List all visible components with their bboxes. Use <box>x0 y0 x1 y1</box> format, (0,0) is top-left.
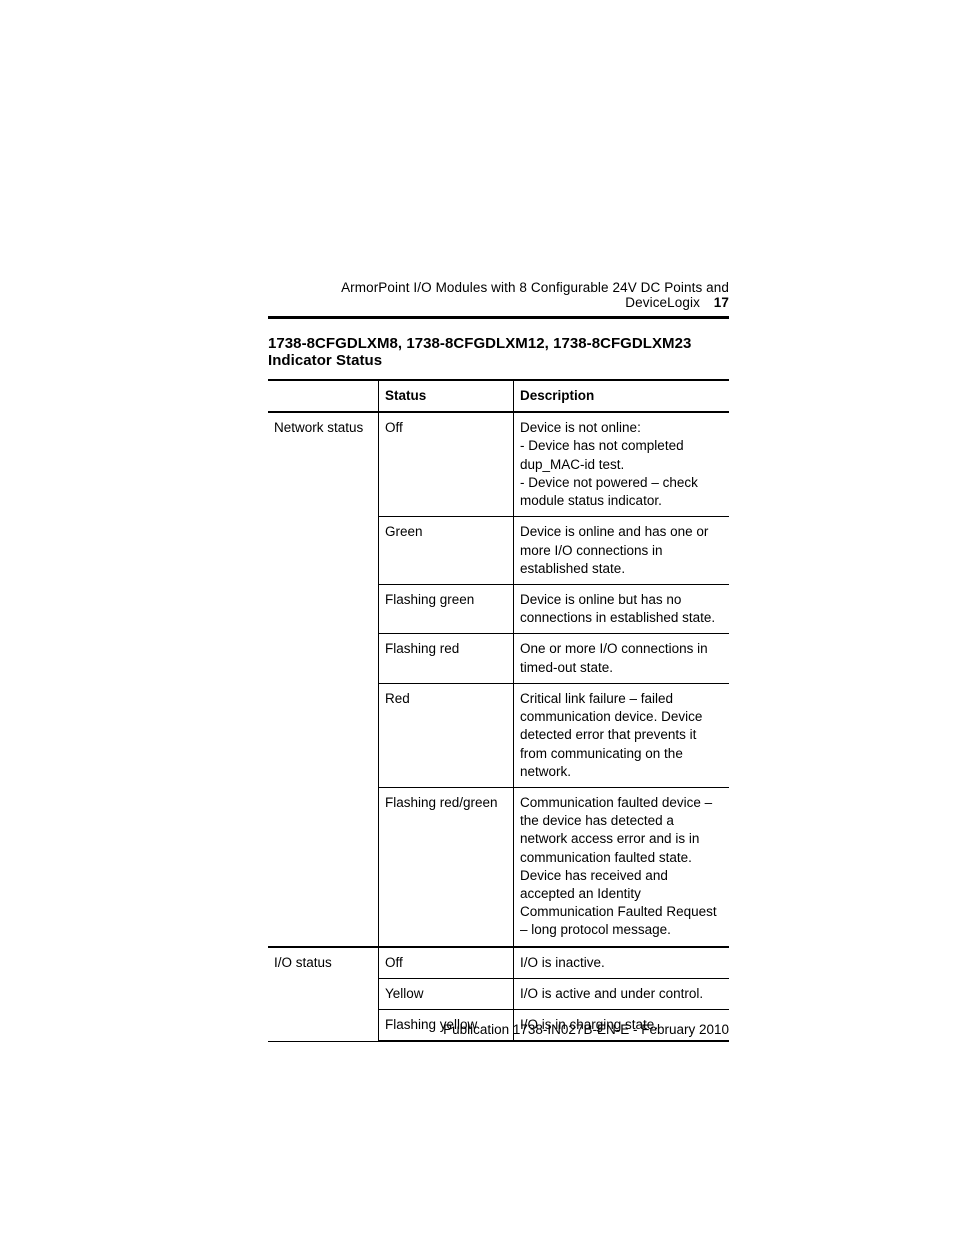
table-body: Network status Off Device is not online:… <box>268 412 729 1041</box>
col-header-status: Status <box>379 380 514 412</box>
status-cell: Off <box>379 412 514 517</box>
col-header-blank <box>268 380 379 412</box>
table-header-row: Status Description <box>268 380 729 412</box>
footer-label: Publication <box>443 1022 513 1037</box>
table-row: I/O status Off I/O is inactive. <box>268 947 729 979</box>
footer-code: 1738-IN027B-EN-E - February 2010 <box>513 1022 729 1037</box>
col-header-description: Description <box>514 380 730 412</box>
status-cell: Flashing green <box>379 584 514 633</box>
group-cell-io-status: I/O status <box>268 947 379 1042</box>
description-cell: One or more I/O connections in timed-out… <box>514 634 730 683</box>
page-number: 17 <box>704 295 729 310</box>
indicator-status-table: Status Description Network status Off De… <box>268 379 729 1042</box>
status-cell: Off <box>379 947 514 979</box>
table-row: Network status Off Device is not online:… <box>268 412 729 517</box>
status-cell: Red <box>379 683 514 787</box>
status-cell: Flashing red/green <box>379 787 514 946</box>
description-cell: Critical link failure – failed communica… <box>514 683 730 787</box>
description-cell: I/O is active and under control. <box>514 978 730 1009</box>
status-cell: Flashing red <box>379 634 514 683</box>
header-rule <box>268 316 729 319</box>
page: ArmorPoint I/O Modules with 8 Configurab… <box>0 0 954 1235</box>
running-header: ArmorPoint I/O Modules with 8 Configurab… <box>268 280 729 310</box>
section-title: 1738-8CFGDLXM8, 1738-8CFGDLXM12, 1738-8C… <box>268 335 729 369</box>
status-cell: Yellow <box>379 978 514 1009</box>
publication-footer: Publication 1738-IN027B-EN-E - February … <box>443 1022 729 1037</box>
description-cell: Device is not online:- Device has not co… <box>514 412 730 517</box>
description-cell: I/O is inactive. <box>514 947 730 979</box>
running-header-title: ArmorPoint I/O Modules with 8 Configurab… <box>341 280 729 310</box>
description-cell: Device is online but has no connections … <box>514 584 730 633</box>
group-cell-network-status: Network status <box>268 412 379 946</box>
description-cell: Device is online and has one or more I/O… <box>514 517 730 585</box>
description-cell: Communication faulted device – the devic… <box>514 787 730 946</box>
status-cell: Green <box>379 517 514 585</box>
